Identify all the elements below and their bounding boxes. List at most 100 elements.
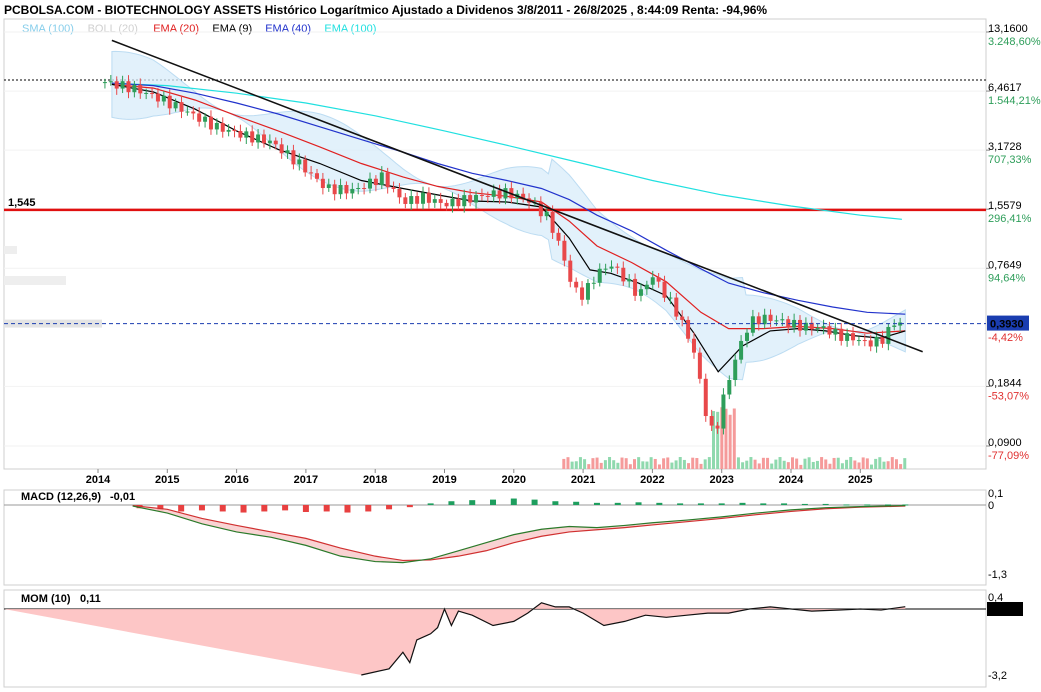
macd-histogram-bar [427,503,434,505]
volume-bar [678,457,682,469]
macd-histogram-bar [552,501,559,505]
macd-histogram-bar [656,502,663,505]
year-label-1: 2015 [155,474,179,486]
candle-body [544,211,549,217]
year-label-9: 2023 [709,474,733,486]
candle-body [250,131,255,143]
volume-bars [562,407,907,469]
candle-body [886,326,891,344]
candle-body [238,131,243,138]
volume-bar [786,462,790,469]
legend: SMA (100) BOLL (20) EMA (20) EMA (9) EMA (40… [22,23,376,35]
macd-value: -0,01 [110,491,135,503]
candle-body [680,316,685,320]
candle-body [267,140,272,144]
volume-bar [641,461,645,469]
candle-body [803,322,808,331]
macd-tick-0: 0,1 [988,488,1003,500]
candle-body [309,172,314,174]
pct-tick-label-4: 94,64% [988,272,1026,284]
candle-body [727,380,732,395]
macd-histogram-bar [697,503,704,505]
volume-bar [774,459,778,469]
candle-body [421,192,426,204]
candle-body [479,195,484,197]
macd-histogram-bar [739,502,746,505]
year-label-7: 2021 [571,474,595,486]
candle-body [438,199,443,203]
candle-body [856,340,861,342]
candle-body [650,277,655,285]
macd-histogram-bar [178,505,185,512]
volume-bar [583,459,587,469]
candle-body [568,260,573,282]
volume-bar [782,460,786,469]
macd-histogram-bar [448,501,455,505]
year-label-5: 2019 [432,474,456,486]
year-label-0: 2014 [86,474,111,486]
volume-bar [832,457,836,469]
volume-bar [616,462,620,469]
candle-body [574,281,579,288]
volume-bar [695,458,699,469]
candle-body [426,192,431,203]
macd-histogram-bar [677,503,684,505]
price-tick-label-2: 3,1728 [988,141,1022,153]
volume-bar [865,458,869,469]
volume-bar [720,407,724,469]
candle-body [503,188,508,199]
year-label-6: 2020 [502,474,526,486]
price-tick-label-3: 1,5579 [988,200,1022,212]
volume-bar [612,460,616,469]
macd-histogram-bar [822,503,829,505]
macd-tick-1: 0 [988,500,994,512]
macd-histogram-bar [760,503,767,505]
volume-bar [711,411,715,469]
candle-body [621,267,626,282]
volume-bar [624,458,628,469]
candle-body [379,172,384,186]
macd-histogram-bar [386,505,393,510]
volume-bar [687,463,691,469]
volume-bar [795,458,799,469]
legend-item-0: SMA (100) [22,23,74,35]
candle-body [432,199,437,203]
candle-body [203,116,208,122]
macd-panel-border [3,489,987,586]
volume-bar [803,458,807,469]
candle-body [768,314,773,321]
ema20-line [111,83,906,334]
volume-bar [574,461,578,469]
candle-body [150,92,155,94]
candle-body [880,336,885,344]
macd-histogram-bar [302,505,309,512]
momentum-tag-label: 0,113 [990,604,1017,616]
current-price-line: 0,3930 [4,315,1029,331]
momentum-value: 0,11 [80,593,101,605]
trendline [111,39,923,353]
macd-histogram-bar [490,499,497,505]
candle-body [297,159,302,165]
candle-body [538,202,543,217]
volume-bar [703,459,707,469]
momentum-line [361,602,906,676]
volume-bar [791,457,794,469]
macd-histogram-bar [573,501,580,505]
candle-body [691,338,696,353]
volume-bar [882,461,886,469]
momentum-label: MOM (10) [21,593,71,605]
candle-body [721,394,726,429]
legend-item-5: EMA (100) [324,23,376,35]
candle-body [403,197,408,204]
macd-histogram-bar [781,503,788,505]
ema9-line [111,83,906,373]
candle-body [862,340,867,342]
bollinger-band [111,50,906,381]
candle-body [809,322,814,330]
candle-body [798,319,803,331]
volume-bar [674,460,678,469]
macd-signal-line [132,504,906,562]
candle-body [827,326,832,335]
macd-content: 0,10 -1,3 [4,488,1007,581]
